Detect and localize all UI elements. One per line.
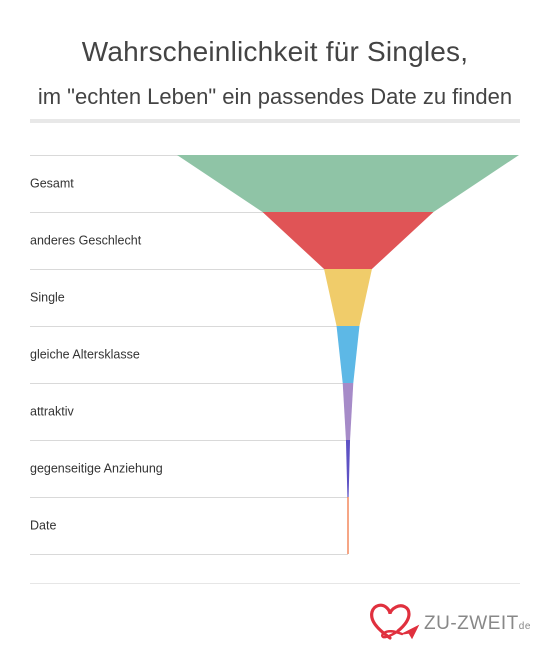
funnel-segment-2 [262,212,434,269]
funnel-segment-1 [177,155,519,212]
footer-divider [30,583,520,584]
stage-label: gleiche Altersklasse [30,348,140,362]
funnel-segment-6 [345,440,351,497]
heart-plane-icon [370,603,420,640]
brand-logo: ZU-ZWEITde [368,600,531,644]
title-divider [30,119,520,123]
brand-name: ZU-ZWEITde [424,613,531,634]
chart-title: Wahrscheinlichkeit für Singles, [81,36,469,67]
funnel-chart: Gesamt anderes Geschlecht Single gleiche Al… [30,155,519,555]
funnel-segment-7 [347,497,349,554]
funnel-segment-4 [336,326,360,383]
stage-label: gegenseitige Anziehung [30,462,163,476]
stage-label: attraktiv [30,405,75,419]
stage-label: Single [30,291,65,305]
stage-label: anderes Geschlecht [30,234,142,248]
brand-suffix: de [518,621,531,632]
stage-label: Date [30,519,56,533]
funnel-segment-3 [324,269,372,326]
funnel-segment-5 [342,383,354,440]
stage-label: Gesamt [30,177,74,191]
chart-subtitle: im "echten Leben" ein passendes Date zu … [37,84,513,109]
